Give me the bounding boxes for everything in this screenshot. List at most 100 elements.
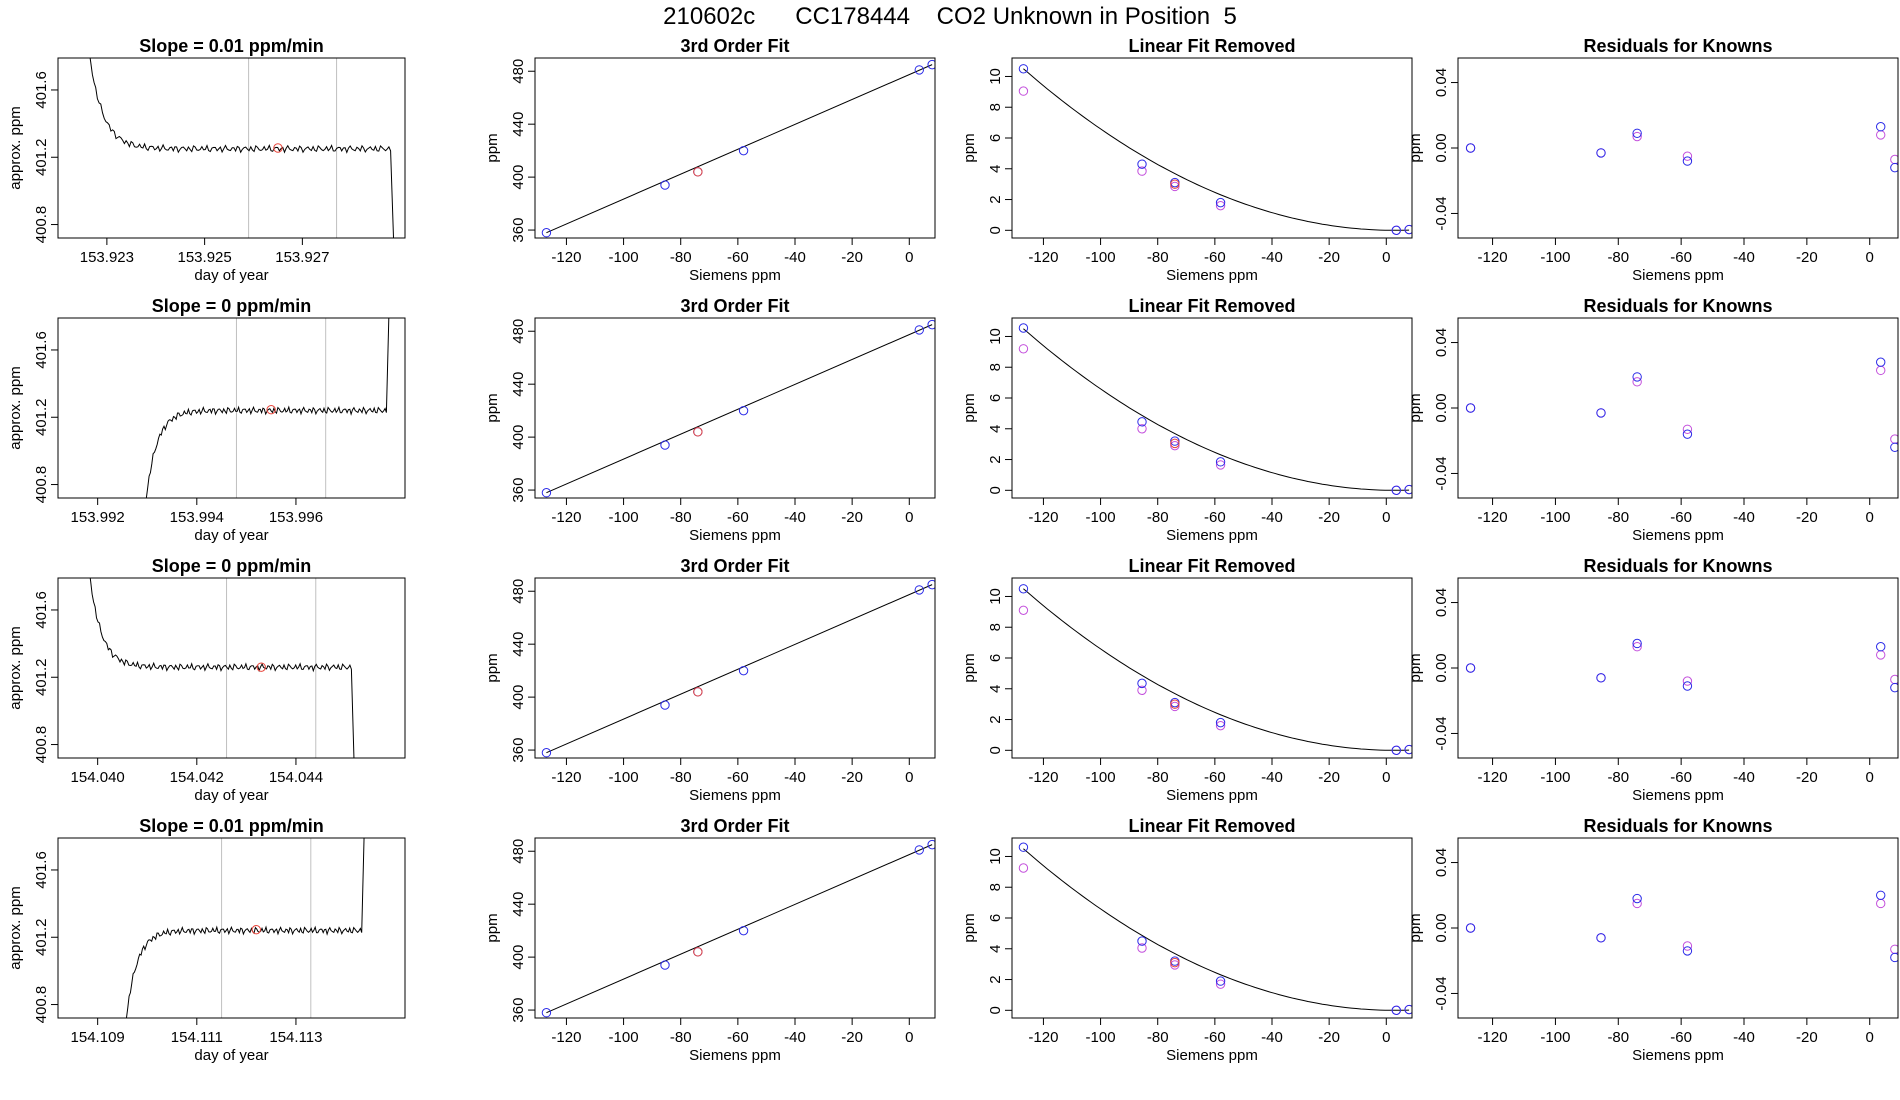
x-tick-label: -20 bbox=[1318, 509, 1340, 526]
known-point-alt bbox=[1170, 701, 1180, 712]
known-point bbox=[927, 839, 935, 850]
y-tick-label: 360 bbox=[510, 478, 527, 503]
y-axis-label: ppm bbox=[1407, 913, 1424, 942]
residual-point bbox=[1876, 890, 1886, 900]
known-point bbox=[1404, 1004, 1412, 1015]
y-tick-label: 401.6 bbox=[33, 591, 50, 629]
y-tick-label: 400.8 bbox=[33, 466, 50, 504]
x-tick-label: 154.040 bbox=[71, 769, 125, 786]
y-tick-label: 0 bbox=[987, 746, 1004, 754]
known-point bbox=[914, 325, 924, 335]
x-tick-label: -80 bbox=[1147, 1029, 1169, 1046]
x-tick-label: -100 bbox=[609, 249, 639, 266]
plot-frame bbox=[1011, 57, 1413, 239]
y-tick-label: 0 bbox=[987, 226, 1004, 234]
known-point-alt bbox=[1018, 344, 1029, 354]
y-tick-label: 0.04 bbox=[1433, 68, 1450, 97]
x-tick-label: -120 bbox=[1478, 1029, 1508, 1046]
x-tick-label: -60 bbox=[1670, 249, 1692, 266]
x-tick-label: -80 bbox=[670, 249, 692, 266]
plot-frame bbox=[534, 837, 936, 1019]
y-tick-label: 10 bbox=[987, 848, 1004, 865]
x-tick-label: 154.042 bbox=[170, 769, 224, 786]
y-tick-label: 4 bbox=[987, 685, 1004, 693]
x-tick-label: 0 bbox=[1382, 769, 1390, 786]
known-point bbox=[541, 488, 552, 498]
residual-point bbox=[1890, 682, 1898, 693]
known-point bbox=[1215, 976, 1226, 986]
residual-point-alt bbox=[1876, 365, 1886, 376]
x-tick-label: -120 bbox=[551, 249, 581, 266]
known-point bbox=[660, 960, 670, 970]
y-tick-label: 0.00 bbox=[1433, 653, 1450, 682]
x-tick-label: 153.923 bbox=[80, 249, 134, 266]
known-point bbox=[1137, 159, 1147, 169]
residual-point bbox=[1876, 122, 1886, 132]
residual-point bbox=[1890, 442, 1898, 452]
residual-point-alt bbox=[1632, 898, 1642, 909]
plot-area bbox=[1465, 122, 1898, 173]
figure-title: 210602c CC178444 CO2 Unknown in Position… bbox=[663, 3, 1237, 30]
x-tick-label: 154.109 bbox=[71, 1029, 125, 1046]
unknown-point bbox=[693, 947, 703, 957]
residual-point bbox=[1632, 128, 1642, 138]
x-axis-label: Siemens ppm bbox=[1632, 267, 1724, 284]
x-axis-label: Siemens ppm bbox=[1166, 267, 1258, 284]
panel-title: 3rd Order Fit bbox=[680, 556, 789, 576]
x-tick-label: -60 bbox=[727, 509, 749, 526]
known-point bbox=[1404, 744, 1412, 755]
y-tick-label: 440 bbox=[510, 112, 527, 137]
x-tick-label: -60 bbox=[727, 769, 749, 786]
y-tick-label: 8 bbox=[987, 103, 1004, 111]
residual-point bbox=[1682, 156, 1693, 166]
fit-curve bbox=[1023, 848, 1410, 1011]
panel-title: Residuals for Knowns bbox=[1583, 816, 1772, 836]
known-point-alt bbox=[1215, 979, 1226, 989]
known-point bbox=[541, 228, 552, 238]
unknown-point bbox=[693, 167, 703, 177]
known-point bbox=[1018, 842, 1029, 852]
x-tick-label: -80 bbox=[670, 509, 692, 526]
y-tick-label: 2 bbox=[987, 715, 1004, 723]
x-tick-label: -20 bbox=[1796, 249, 1818, 266]
y-axis-label: approx. ppm bbox=[7, 626, 24, 709]
known-point bbox=[1404, 224, 1412, 235]
panel-title: Linear Fit Removed bbox=[1128, 296, 1295, 316]
x-tick-label: -20 bbox=[1318, 249, 1340, 266]
y-tick-label: 0.00 bbox=[1433, 393, 1450, 422]
known-point-alt bbox=[1137, 685, 1147, 696]
analyzer-trace bbox=[89, 58, 395, 238]
known-point-alt bbox=[1018, 86, 1029, 96]
x-tick-label: -100 bbox=[609, 769, 639, 786]
x-tick-label: -40 bbox=[784, 1029, 806, 1046]
x-tick-label: -120 bbox=[551, 769, 581, 786]
plot-area bbox=[541, 839, 935, 1018]
known-point bbox=[1018, 323, 1029, 333]
x-tick-label: -40 bbox=[784, 509, 806, 526]
known-point-alt bbox=[1215, 720, 1226, 731]
x-tick-label: -60 bbox=[727, 249, 749, 266]
panel-title: Slope = 0 ppm/min bbox=[152, 296, 312, 316]
y-tick-label: 400.8 bbox=[33, 206, 50, 244]
x-tick-label: -40 bbox=[1261, 509, 1283, 526]
y-tick-label: 480 bbox=[510, 839, 527, 864]
residual-point-alt bbox=[1682, 151, 1693, 161]
y-tick-label: 0.00 bbox=[1433, 913, 1450, 942]
known-point bbox=[927, 579, 935, 590]
known-point bbox=[1391, 485, 1401, 496]
x-tick-label: -100 bbox=[609, 1029, 639, 1046]
residual-point bbox=[1465, 923, 1476, 933]
residual-point bbox=[1596, 673, 1606, 683]
panel-r3-c3: Linear Fit Removed -120 -100 -80 -60 -40 -20 0 0… bbox=[961, 556, 1413, 804]
y-axis-label: ppm bbox=[961, 393, 978, 422]
known-point bbox=[914, 845, 924, 855]
known-point bbox=[1137, 678, 1147, 689]
y-tick-label: 8 bbox=[987, 883, 1004, 891]
plot-area bbox=[125, 838, 365, 1018]
residual-point-alt bbox=[1876, 650, 1886, 660]
unknown-point bbox=[1170, 957, 1180, 968]
x-tick-label: -120 bbox=[1028, 769, 1058, 786]
panel-r1-c2: 3rd Order Fit -120 -100 -80 -60 -40 -20 0 360 400… bbox=[484, 36, 936, 284]
residual-point bbox=[1465, 663, 1476, 673]
known-point bbox=[1391, 1005, 1401, 1016]
